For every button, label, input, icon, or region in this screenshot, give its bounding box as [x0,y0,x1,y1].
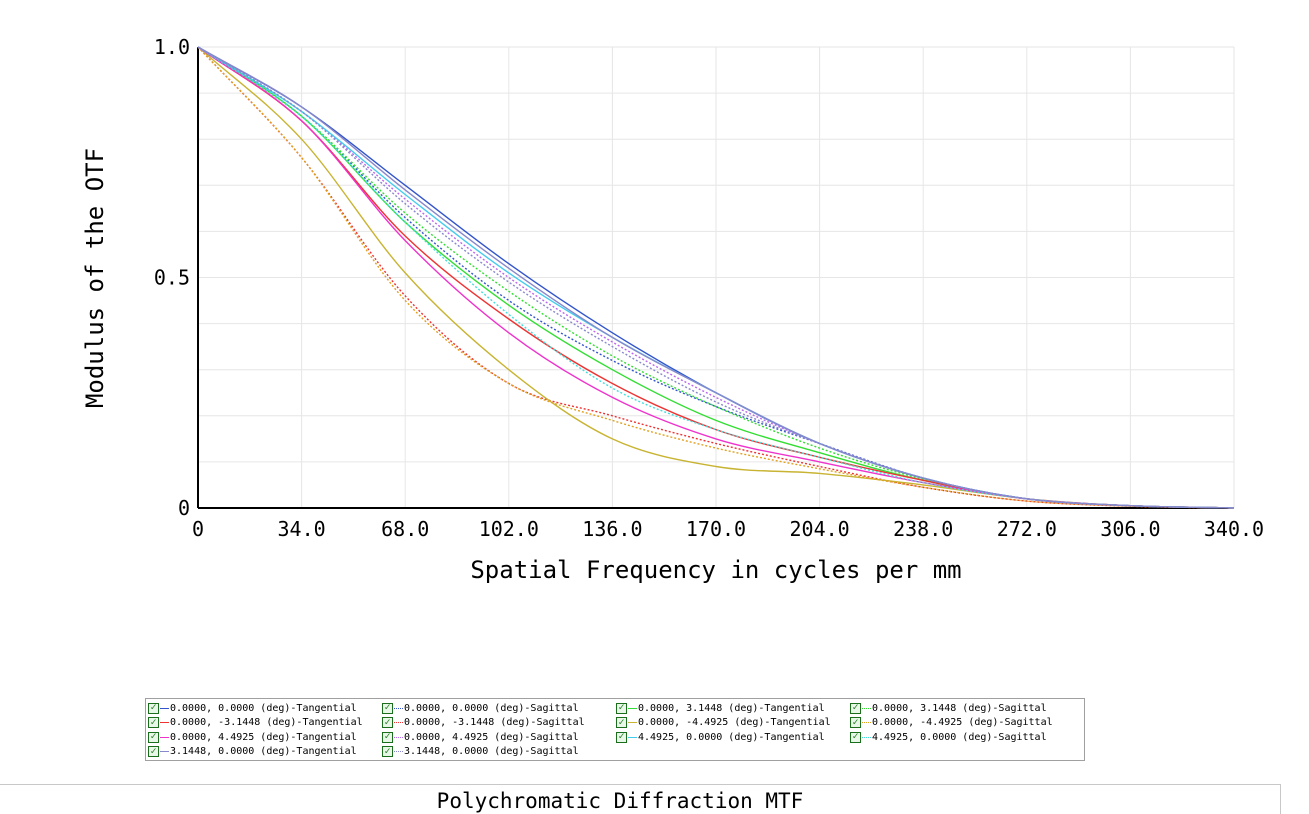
legend-checkbox[interactable]: ✓ [616,717,627,729]
legend-swatch [160,707,169,709]
legend-swatch [394,707,403,709]
legend-item[interactable]: ✓ 0.0000, 0.0000 (deg)-Tangential [148,701,357,715]
legend-checkbox[interactable]: ✓ [382,731,393,743]
x-tick-label: 34.0 [278,517,326,541]
legend: ✓ 0.0000, 0.0000 (deg)-Tangential ✓ 0.0000,… [145,698,1085,761]
legend-label: 0.0000, 4.4925 (deg)-Tangential [170,731,357,743]
legend-item[interactable]: ✓ 0.0000, -4.4925 (deg)-Tangential [616,716,831,730]
legend-checkbox[interactable]: ✓ [148,717,159,729]
y-tick-label: 0 [178,496,190,520]
legend-label: 0.0000, -3.1448 (deg)-Sagittal [404,717,585,729]
legend-checkbox[interactable]: ✓ [382,717,393,729]
legend-label: 3.1448, 0.0000 (deg)-Sagittal [404,746,579,758]
legend-swatch [862,722,871,724]
legend-checkbox[interactable]: ✓ [382,746,393,758]
x-tick-label: 340.0 [1204,517,1264,541]
legend-swatch [862,736,871,738]
grid [198,46,1235,508]
legend-checkbox[interactable]: ✓ [616,702,627,714]
legend-swatch [628,722,637,724]
title-bar: Polychromatic Diffraction MTF [0,784,1281,814]
x-axis-title: Spatial Frequency in cycles per mm [470,556,961,584]
legend-checkbox[interactable]: ✓ [616,731,627,743]
x-tick-label: 238.0 [893,517,953,541]
legend-swatch [862,707,871,709]
x-tick-label: 170.0 [686,517,746,541]
legend-swatch [394,736,403,738]
y-axis-title: Modulus of the OTF [81,148,109,408]
legend-item[interactable]: ✓ 0.0000, 3.1448 (deg)-Sagittal [850,701,1047,715]
legend-label: 0.0000, 4.4925 (deg)-Sagittal [404,731,579,743]
legend-checkbox[interactable]: ✓ [850,731,861,743]
legend-label: 4.4925, 0.0000 (deg)-Sagittal [872,731,1047,743]
legend-item[interactable]: ✓ 3.1448, 0.0000 (deg)-Sagittal [382,745,579,759]
legend-swatch [394,722,403,724]
x-tick-label: 102.0 [479,517,539,541]
legend-checkbox[interactable]: ✓ [148,746,159,758]
legend-item[interactable]: ✓ 0.0000, -3.1448 (deg)-Sagittal [382,716,585,730]
legend-label: 0.0000, 0.0000 (deg)-Tangential [170,702,357,714]
legend-checkbox[interactable]: ✓ [382,702,393,714]
legend-label: 0.0000, -3.1448 (deg)-Tangential [170,717,363,729]
legend-swatch [628,707,637,709]
series-line-6 [197,46,1235,509]
x-tick-label: 136.0 [582,517,642,541]
legend-item[interactable]: ✓ 4.4925, 0.0000 (deg)-Sagittal [850,730,1047,744]
axes [197,47,1234,509]
y-tick-label: 1.0 [154,35,190,59]
legend-checkbox[interactable]: ✓ [148,702,159,714]
legend-label: 0.0000, -4.4925 (deg)-Tangential [638,717,831,729]
legend-item[interactable]: ✓ 0.0000, 4.4925 (deg)-Sagittal [382,730,579,744]
chart-title: Polychromatic Diffraction MTF [436,789,804,813]
x-tick-label: 0 [192,517,204,541]
legend-item[interactable]: ✓ 0.0000, 4.4925 (deg)-Tangential [148,730,357,744]
legend-label: 0.0000, 3.1448 (deg)-Tangential [638,702,825,714]
series-lines [197,46,1235,509]
legend-item[interactable]: ✓ 0.0000, -4.4925 (deg)-Sagittal [850,716,1053,730]
legend-swatch [628,736,637,738]
legend-checkbox[interactable]: ✓ [850,717,861,729]
legend-label: 0.0000, -4.4925 (deg)-Sagittal [872,717,1053,729]
series-line-13 [197,46,1235,509]
legend-item[interactable]: ✓ 4.4925, 0.0000 (deg)-Tangential [616,730,825,744]
legend-item[interactable]: ✓ 3.1448, 0.0000 (deg)-Tangential [148,745,357,759]
legend-label: 0.0000, 3.1448 (deg)-Sagittal [872,702,1047,714]
legend-item[interactable]: ✓ 0.0000, 0.0000 (deg)-Sagittal [382,701,579,715]
legend-label: 3.1448, 0.0000 (deg)-Tangential [170,746,357,758]
series-line-8 [197,46,1235,509]
x-tick-label: 272.0 [997,517,1057,541]
legend-checkbox[interactable]: ✓ [148,731,159,743]
legend-swatch [160,722,169,724]
tick-labels: 0 34.0 68.0 102.0 136.0 170.0 204.0 238.0 272.0 3… [154,35,1264,541]
legend-swatch [160,751,169,753]
x-tick-label: 68.0 [381,517,429,541]
legend-checkbox[interactable]: ✓ [850,702,861,714]
legend-label: 0.0000, 0.0000 (deg)-Sagittal [404,702,579,714]
x-tick-label: 306.0 [1100,517,1160,541]
legend-swatch [160,736,169,738]
y-tick-label: 0.5 [154,266,190,290]
legend-item[interactable]: ✓ 0.0000, -3.1448 (deg)-Tangential [148,716,363,730]
legend-item[interactable]: ✓ 0.0000, 3.1448 (deg)-Tangential [616,701,825,715]
x-tick-label: 204.0 [789,517,849,541]
legend-label: 4.4925, 0.0000 (deg)-Tangential [638,731,825,743]
mtf-chart: 0 34.0 68.0 102.0 136.0 170.0 204.0 238.0 272.0 3… [81,35,1264,584]
legend-swatch [394,751,403,753]
